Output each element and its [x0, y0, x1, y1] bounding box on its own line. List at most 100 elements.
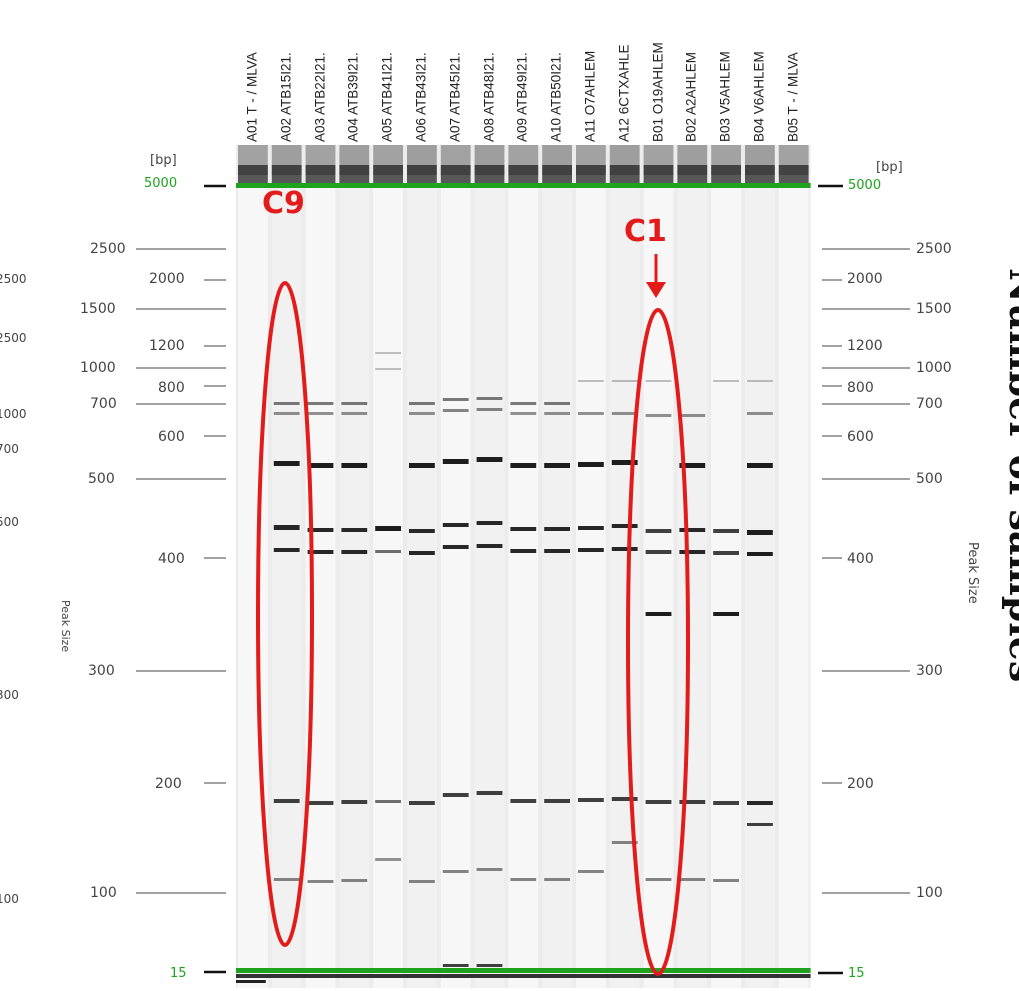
dna-band: [747, 823, 773, 826]
dna-band: [679, 528, 706, 532]
marker-band-lower-dark: [236, 974, 811, 978]
ladder-label-right-800: 800: [847, 380, 874, 396]
c9-highlight-ellipse: [256, 281, 314, 947]
dna-band: [341, 800, 368, 804]
lane-top-dark: [643, 165, 674, 187]
lane-top-dark: [339, 165, 370, 187]
dna-band: [409, 402, 435, 405]
lane-strip: [474, 145, 505, 988]
lane-top-dark: [778, 165, 809, 187]
dna-band: [544, 549, 570, 553]
fragment-tick: 300: [0, 688, 19, 702]
marker-band-upper: [236, 183, 811, 188]
dna-band: [544, 412, 570, 415]
dna-band: [510, 549, 537, 553]
dna-band: [747, 530, 773, 535]
dna-band: [341, 879, 368, 882]
dna-band: [544, 799, 570, 803]
lane-top-dark: [576, 165, 606, 187]
lane-top-dark: [305, 165, 336, 187]
dna-band: [544, 402, 570, 405]
ladder-label-right-300: 300: [916, 663, 943, 679]
peak-size-label: Peak Size: [965, 542, 980, 604]
dna-band: [476, 964, 503, 967]
dna-band: [679, 800, 706, 804]
lane-strip: [745, 145, 775, 988]
ladder-label-800: 800: [158, 380, 185, 396]
dna-band: [375, 526, 401, 531]
fragment-tick: 2500: [0, 331, 27, 345]
dna-band: [679, 414, 706, 417]
dna-band: [442, 964, 469, 967]
dna-band: [375, 858, 401, 861]
dna-band: [578, 548, 604, 552]
dna-band: [375, 368, 401, 370]
dna-band: [273, 461, 300, 466]
dna-band: [510, 799, 537, 803]
dna-band: [713, 879, 739, 882]
lane-top-dark: [508, 165, 539, 187]
ladder-label-1500: 1500: [80, 301, 116, 317]
lane-strip: [373, 145, 403, 988]
ladder-label-right-100: 100: [916, 885, 943, 901]
dna-band: [713, 380, 739, 382]
dna-band: [409, 880, 435, 883]
dna-band: [510, 402, 537, 405]
dna-band: [611, 412, 638, 415]
dna-band: [273, 412, 300, 415]
lane-strip: [643, 145, 674, 988]
ladder-label-right-15: 15: [848, 966, 865, 981]
fragment-tick: 2500: [0, 272, 27, 286]
dna-band: [307, 412, 334, 415]
dna-band: [409, 463, 435, 468]
dna-band: [679, 878, 706, 881]
lane-top-dark: [373, 165, 403, 187]
ladder-label-right-200: 200: [847, 776, 874, 792]
lane-top-dark: [745, 165, 775, 187]
dna-band: [747, 380, 773, 382]
dna-band: [442, 459, 469, 464]
lane-strip: [711, 145, 741, 988]
dna-band: [679, 463, 706, 468]
dna-band: [341, 412, 368, 415]
dna-band: [679, 550, 706, 554]
dna-band: [442, 523, 469, 527]
dna-band: [476, 457, 503, 462]
dna-band: [510, 527, 537, 531]
dna-band: [645, 550, 672, 554]
lane-strip: [778, 145, 809, 988]
dna-band: [409, 529, 435, 533]
dna-band: [409, 801, 435, 805]
dna-band: [713, 801, 739, 805]
c1-highlight-ellipse: [626, 308, 690, 976]
dna-band: [611, 547, 638, 551]
ladder-label-right-5000: 5000: [848, 178, 882, 193]
ladder-label-700: 700: [90, 396, 117, 412]
lane-strip: [407, 145, 437, 988]
dna-band: [611, 460, 638, 465]
ladder-label-right-1500: 1500: [916, 301, 952, 317]
dna-band: [578, 526, 604, 530]
ladder-label-right-400: 400: [847, 551, 874, 567]
annotation-c1: C1: [624, 214, 667, 249]
dna-band: [645, 380, 672, 382]
lane-top-dark: [440, 165, 471, 187]
dna-band: [611, 380, 638, 382]
ladder-label-600: 600: [158, 429, 185, 445]
ladder-label-5000: 5000: [144, 176, 178, 191]
dna-band: [307, 463, 334, 468]
ladder-label-100: 100: [90, 885, 117, 901]
fragment-tick: 500: [0, 515, 19, 529]
dna-band: [578, 462, 604, 467]
dna-band: [544, 878, 570, 881]
ladder-label-2500: 2500: [90, 241, 126, 257]
dna-band: [307, 528, 334, 532]
fragment-tick: 100: [0, 892, 19, 906]
dna-band: [273, 525, 300, 530]
ladder-label-15: 15: [170, 966, 187, 981]
dna-band: [273, 878, 300, 881]
lane-top-dark: [711, 165, 741, 187]
dna-band: [645, 414, 672, 417]
lane-top-dark: [542, 165, 572, 187]
